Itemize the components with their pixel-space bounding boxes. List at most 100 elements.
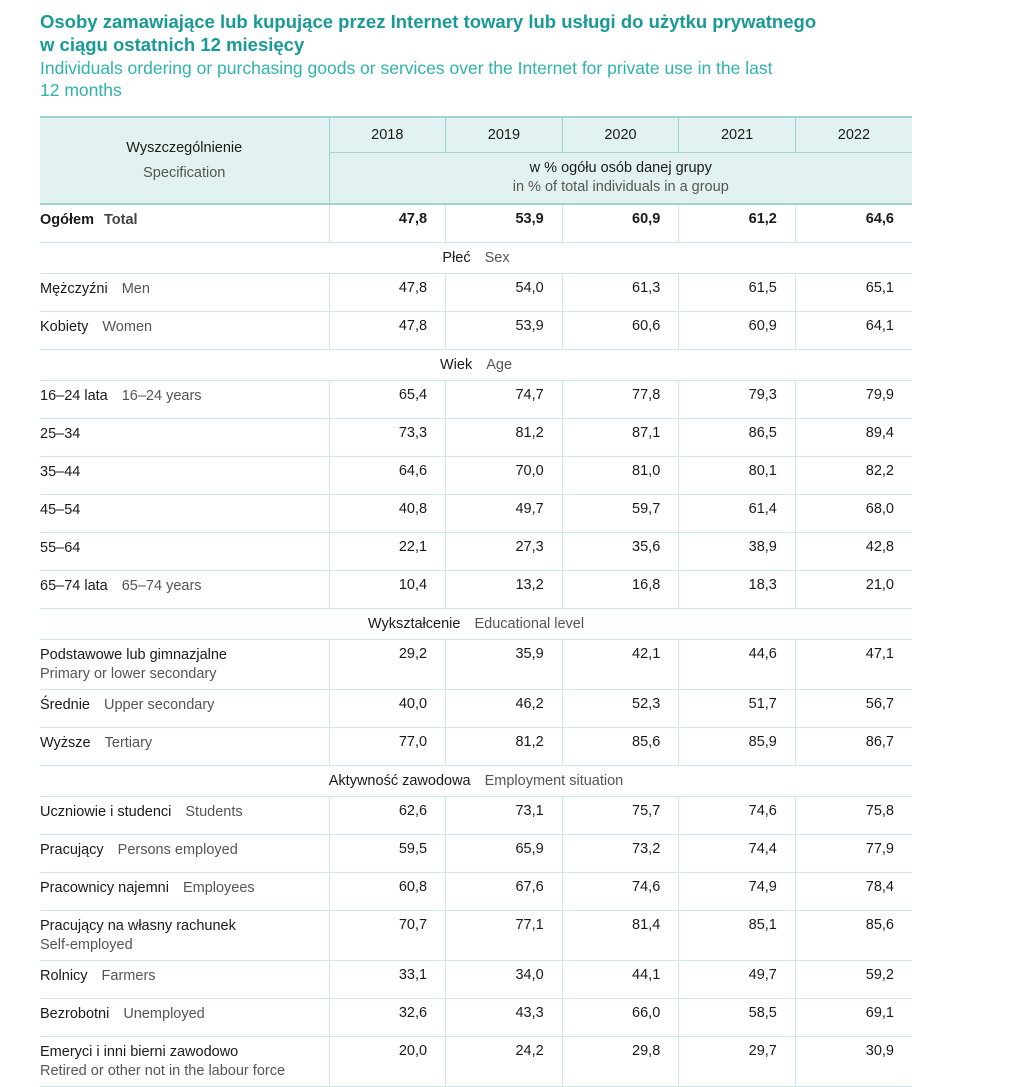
section-title-pl: Płeć	[442, 250, 471, 266]
table-cell: 85,6	[794, 910, 912, 961]
header-unit: w % ogółu osób danej grupy in % of total…	[328, 152, 912, 205]
table-cell: 61,3	[561, 273, 679, 312]
section-title-en: Sex	[484, 250, 510, 266]
table-cell: 79,9	[794, 380, 912, 419]
table-cell: 54,0	[445, 273, 563, 312]
row-label: 65–74 lata 65–74 years	[40, 570, 329, 609]
table-cell: 61,5	[678, 273, 796, 312]
row-label-en: Total	[103, 212, 138, 228]
row-label-pl: 65–74 lata	[40, 578, 108, 594]
table-cell: 65,1	[794, 273, 912, 312]
row-label-pl: 16–24 lata	[40, 388, 108, 404]
table-cell: 53,9	[445, 204, 563, 243]
section-title-en: Age	[486, 357, 513, 373]
header-spec-pl: Wyszczególnienie	[126, 139, 243, 156]
row-label-pl: Pracujący na własny rachunek	[40, 918, 236, 934]
table-cell: 24,2	[445, 1036, 563, 1087]
row-label-pl: 45–54	[40, 502, 81, 518]
table-row: 25–34 73,3 81,2 87,1 86,5 89,4	[40, 418, 912, 457]
table-cell: 74,9	[678, 872, 796, 911]
section-title-pl: Wiek	[439, 357, 473, 373]
row-label-pl: Emeryci i inni bierni zawodowo	[40, 1044, 239, 1060]
table-cell: 40,0	[328, 689, 446, 728]
header-unit-pl: w % ogółu osób danej grupy	[529, 160, 712, 176]
table-cell: 51,7	[678, 689, 796, 728]
table-row: 45–54 40,8 49,7 59,7 61,4 68,0	[40, 494, 912, 533]
row-label-en: Retired or other not in the labour force	[40, 1063, 286, 1079]
table-cell: 42,8	[794, 532, 912, 571]
table-cell: 77,8	[561, 380, 679, 419]
section-header-row: Wykształcenie Educational level	[40, 608, 912, 640]
table-row: Bezrobotni Unemployed 32,6 43,3 66,0 58,5 69,1	[40, 998, 912, 1037]
table-cell: 68,0	[794, 494, 912, 533]
table-body: Ogółem Total 47,8 53,9 60,9 61,2 64,6 Płe…	[40, 204, 912, 1087]
row-label: Mężczyźni Men	[40, 273, 329, 312]
table-cell: 43,3	[445, 998, 563, 1037]
table-cell: 69,1	[794, 998, 912, 1037]
table-cell: 60,6	[561, 311, 679, 350]
row-label-en: 16–24 years	[121, 388, 202, 404]
row-label-pl: Pracujący	[40, 842, 104, 858]
row-label-pl: Bezrobotni	[40, 1006, 110, 1022]
table-cell: 74,6	[678, 796, 796, 835]
row-label: 16–24 lata 16–24 years	[40, 380, 329, 419]
table-row: 55–64 22,1 27,3 35,6 38,9 42,8	[40, 532, 912, 571]
table-header: Wyszczególnienie Specification 2018 2019…	[40, 116, 912, 205]
table-cell: 10,4	[328, 570, 446, 609]
row-label: 45–54	[40, 494, 329, 533]
row-label: Bezrobotni Unemployed	[40, 998, 329, 1037]
section-header: Wiek Age	[40, 349, 912, 381]
table-cell: 29,2	[328, 639, 446, 690]
table-cell: 47,8	[328, 311, 446, 350]
title-polish-line-2: w ciągu ostatnich 12 miesięcy	[40, 34, 305, 55]
table-cell: 65,9	[445, 834, 563, 873]
table-cell: 78,4	[794, 872, 912, 911]
row-label: Rolnicy Farmers	[40, 960, 329, 999]
row-label-en: Farmers	[101, 968, 156, 984]
row-label-en: Students	[185, 804, 243, 820]
table-row: Uczniowie i studenci Students 62,6 73,1 75,7…	[40, 796, 912, 835]
row-label: 25–34	[40, 418, 329, 457]
table-cell: 81,2	[445, 418, 563, 457]
table-row: Średnie Upper secondary 40,0 46,2 52,3 51,7 56…	[40, 689, 912, 728]
table-cell: 73,3	[328, 418, 446, 457]
table-cell: 81,2	[445, 727, 563, 766]
row-label: 55–64	[40, 532, 329, 571]
table-cell: 53,9	[445, 311, 563, 350]
row-label-pl: Średnie	[40, 697, 90, 713]
table-cell: 75,7	[561, 796, 679, 835]
table-cell: 49,7	[445, 494, 563, 533]
row-label-pl: Ogółem	[40, 212, 94, 228]
row-label-pl: Kobiety	[40, 319, 89, 335]
table-cell: 59,7	[561, 494, 679, 533]
row-label: Pracujący Persons employed	[40, 834, 329, 873]
title-polish-line-1: Osoby zamawiające lub kupujące przez Int…	[40, 11, 817, 32]
row-label-en: Primary or lower secondary	[40, 666, 217, 682]
section-title-en: Employment situation	[484, 773, 624, 789]
table-cell: 47,8	[328, 273, 446, 312]
header-year: 2018	[328, 116, 446, 153]
table-cell: 70,7	[328, 910, 446, 961]
table-cell: 66,0	[561, 998, 679, 1037]
table-cell: 74,4	[678, 834, 796, 873]
table-cell: 74,7	[445, 380, 563, 419]
table-cell: 64,1	[794, 311, 912, 350]
table-cell: 60,9	[561, 204, 679, 243]
table-cell: 86,5	[678, 418, 796, 457]
table-row: 65–74 lata 65–74 years 10,4 13,2 16,8 18,3 21,…	[40, 570, 912, 609]
header-year: 2021	[678, 116, 796, 153]
row-label: 35–44	[40, 456, 329, 495]
title-english-line-2: 12 months	[40, 80, 122, 100]
data-table: Wyszczególnienie Specification 2018 2019…	[40, 116, 912, 1087]
row-label-en: Unemployed	[123, 1006, 205, 1022]
table-cell: 58,5	[678, 998, 796, 1037]
section-title-en: Educational level	[474, 616, 585, 632]
table-row-total: Ogółem Total 47,8 53,9 60,9 61,2 64,6	[40, 204, 912, 243]
table-cell: 81,4	[561, 910, 679, 961]
table-row: Mężczyźni Men 47,8 54,0 61,3 61,5 65,1	[40, 273, 912, 312]
table-row: Podstawowe lub gimnazjalne Primary or low…	[40, 639, 912, 690]
row-label-en: Employees	[182, 880, 255, 896]
table-cell: 18,3	[678, 570, 796, 609]
table-row: Pracownicy najemni Employees 60,8 67,6 74,6 7…	[40, 872, 912, 911]
row-label-pl: 55–64	[40, 540, 81, 556]
